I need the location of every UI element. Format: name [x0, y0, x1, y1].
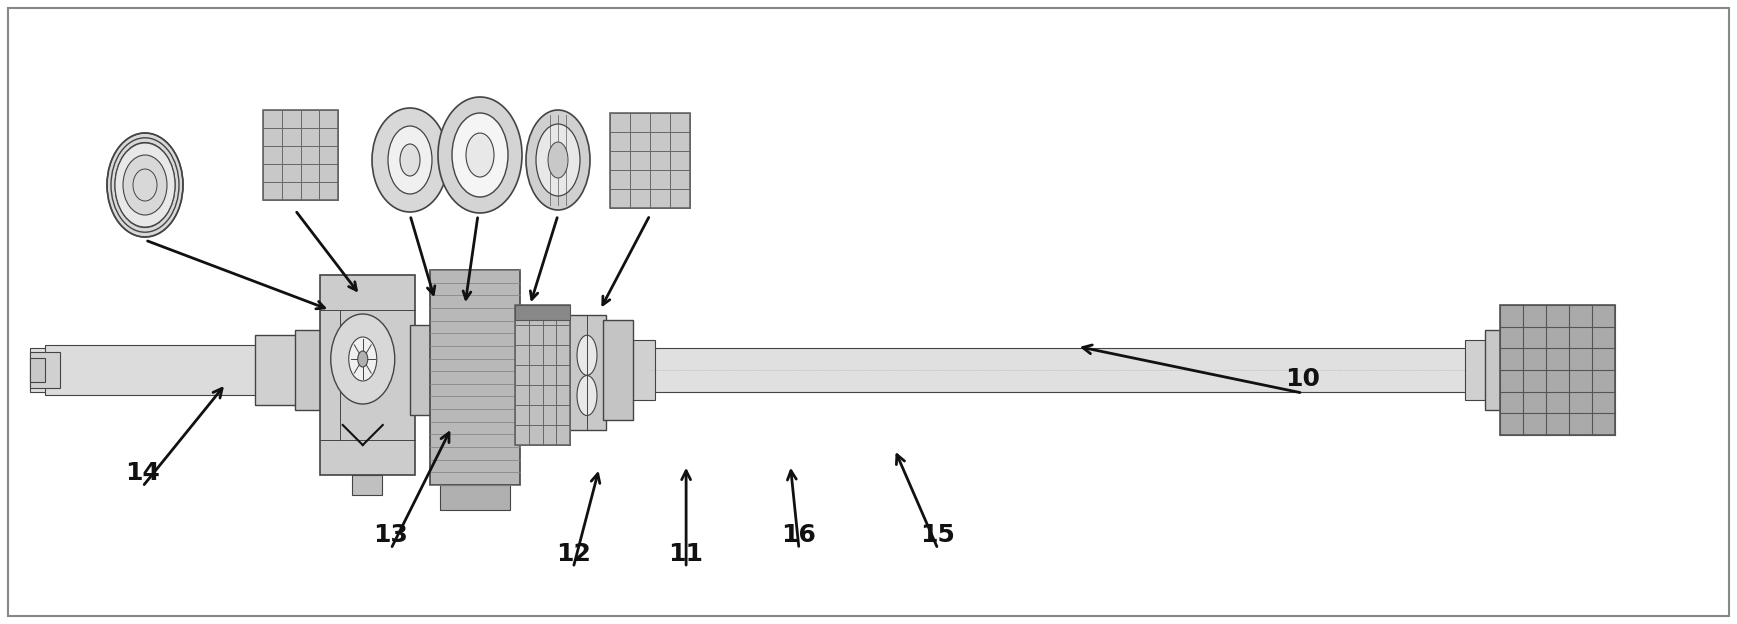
Ellipse shape: [123, 155, 167, 215]
Ellipse shape: [438, 97, 523, 213]
Ellipse shape: [115, 143, 175, 227]
Bar: [30, 348, 290, 392]
Bar: [603, 320, 632, 420]
Bar: [650, 348, 1470, 392]
Ellipse shape: [330, 314, 394, 404]
Text: 13: 13: [373, 523, 408, 547]
Bar: [1501, 305, 1615, 435]
Bar: [514, 305, 570, 320]
Bar: [1485, 330, 1504, 410]
Ellipse shape: [466, 133, 493, 177]
Ellipse shape: [400, 144, 420, 176]
Bar: [568, 315, 606, 430]
Bar: [320, 275, 415, 475]
Bar: [1464, 340, 1490, 400]
Ellipse shape: [526, 110, 591, 210]
Ellipse shape: [537, 124, 580, 196]
Bar: [353, 475, 382, 495]
Ellipse shape: [452, 113, 507, 197]
Bar: [295, 330, 325, 410]
Bar: [631, 340, 655, 400]
Ellipse shape: [349, 337, 377, 381]
Ellipse shape: [358, 351, 368, 367]
Ellipse shape: [387, 126, 433, 194]
Text: 11: 11: [669, 542, 703, 566]
Bar: [45, 345, 261, 395]
Bar: [30, 352, 61, 388]
Ellipse shape: [108, 133, 182, 237]
Ellipse shape: [577, 335, 598, 375]
Bar: [431, 270, 519, 485]
Ellipse shape: [372, 108, 448, 212]
Text: 16: 16: [782, 523, 816, 547]
Text: 14: 14: [125, 461, 160, 485]
Ellipse shape: [129, 163, 162, 207]
Bar: [410, 325, 433, 415]
Bar: [262, 110, 339, 200]
Ellipse shape: [137, 174, 153, 196]
Ellipse shape: [547, 142, 568, 178]
Text: 10: 10: [1285, 367, 1320, 391]
Text: 15: 15: [921, 523, 955, 547]
Bar: [610, 113, 690, 208]
Bar: [514, 305, 570, 445]
Ellipse shape: [577, 376, 598, 416]
Bar: [439, 485, 511, 510]
Bar: [255, 335, 301, 405]
Text: 12: 12: [556, 542, 591, 566]
Bar: [30, 358, 45, 382]
